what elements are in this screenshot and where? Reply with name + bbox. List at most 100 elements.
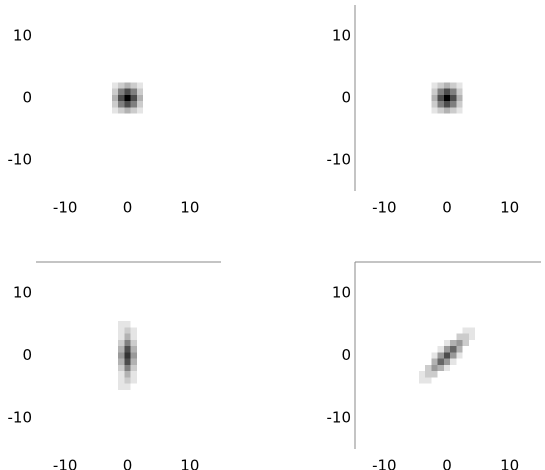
heatmap-cell bbox=[419, 89, 425, 95]
heatmap-cell bbox=[112, 365, 118, 371]
heatmap-cell bbox=[437, 358, 444, 365]
heatmap-cell bbox=[431, 384, 437, 390]
heatmap-cell bbox=[444, 377, 450, 383]
heatmap-cell bbox=[450, 321, 456, 327]
heatmap-cell bbox=[425, 107, 431, 113]
heatmap-cell bbox=[131, 64, 137, 70]
heatmap-cell bbox=[437, 346, 444, 353]
heatmap-cell bbox=[156, 327, 162, 333]
heatmap-cell bbox=[413, 101, 419, 107]
heatmap-cell bbox=[456, 327, 462, 333]
y-tick-label: -10 bbox=[327, 151, 352, 169]
heatmap-cell bbox=[469, 377, 475, 383]
heatmap-cell bbox=[431, 346, 437, 352]
heatmap-cell bbox=[444, 120, 450, 126]
heatmap-cell bbox=[156, 126, 162, 132]
heatmap-cell bbox=[444, 371, 450, 377]
heatmap-cell bbox=[469, 76, 475, 82]
heatmap-cell bbox=[413, 120, 419, 126]
heatmap-cell bbox=[456, 321, 462, 327]
heatmap-cell bbox=[431, 126, 437, 132]
heatmap-cell bbox=[124, 94, 131, 102]
heatmap-cell bbox=[143, 120, 149, 126]
heatmap-cell bbox=[156, 359, 162, 365]
heatmap-cell bbox=[136, 88, 144, 95]
heatmap-cell bbox=[438, 70, 444, 76]
heatmap-cell bbox=[156, 76, 162, 82]
heatmap-cell bbox=[425, 83, 431, 89]
heatmap-cell bbox=[130, 371, 137, 378]
heatmap-cell bbox=[112, 120, 118, 126]
x-tick-label: 10 bbox=[500, 199, 519, 217]
heatmap-cell bbox=[156, 384, 162, 390]
heatmap-cell bbox=[443, 364, 451, 372]
heatmap-cell bbox=[469, 107, 475, 113]
heatmap-cell bbox=[112, 126, 118, 132]
heatmap-cell bbox=[149, 101, 155, 107]
heatmap-cell bbox=[443, 94, 451, 102]
heatmap-cell bbox=[156, 95, 162, 101]
heatmap-cell bbox=[438, 384, 444, 390]
heatmap-cell bbox=[131, 321, 137, 327]
heatmap-cell bbox=[463, 64, 469, 70]
heatmap-cell bbox=[431, 364, 438, 372]
heatmap-cell bbox=[419, 101, 425, 107]
heatmap-cell bbox=[475, 76, 481, 82]
heatmap-cell bbox=[431, 352, 438, 359]
heatmap-cell bbox=[413, 365, 419, 371]
heatmap-cell bbox=[124, 82, 131, 89]
heatmap-cell bbox=[149, 359, 155, 365]
heatmap-cell bbox=[431, 371, 438, 378]
heatmap-cell bbox=[106, 359, 112, 365]
heatmap-cell bbox=[143, 334, 149, 340]
heatmap-cell bbox=[149, 334, 155, 340]
heatmap-cell bbox=[112, 352, 118, 358]
heatmap-cell bbox=[456, 82, 463, 89]
heatmap-cell bbox=[106, 321, 112, 327]
heatmap-cell bbox=[118, 114, 124, 120]
heatmap-cell bbox=[425, 384, 431, 390]
heatmap-cell bbox=[93, 340, 99, 346]
heatmap-cell bbox=[419, 107, 425, 113]
heatmap-cell bbox=[431, 70, 437, 76]
heatmap-cell bbox=[463, 365, 469, 371]
heatmap-cell bbox=[475, 334, 481, 340]
heatmap-cell bbox=[156, 101, 162, 107]
heatmap-cell bbox=[475, 340, 481, 346]
heatmap-cell bbox=[463, 377, 469, 383]
x-tick-label: 10 bbox=[180, 199, 199, 217]
heatmap-cell bbox=[124, 364, 131, 372]
heatmap-cell bbox=[425, 89, 431, 95]
heatmap-cell bbox=[425, 114, 431, 120]
heatmap-cell bbox=[118, 126, 124, 132]
heatmap-cell bbox=[469, 321, 475, 327]
heatmap-cell bbox=[413, 384, 419, 390]
x-tick-label: 0 bbox=[442, 199, 452, 217]
heatmap-cell bbox=[425, 371, 432, 378]
heatmap-cell bbox=[456, 101, 463, 108]
heatmap-cell bbox=[438, 64, 444, 70]
heatmap-cell bbox=[149, 126, 155, 132]
heatmap-cell bbox=[137, 321, 143, 327]
heatmap-cell bbox=[413, 83, 419, 89]
heatmap-cell bbox=[99, 334, 105, 340]
heatmap-cell bbox=[463, 120, 469, 126]
heatmap-cell bbox=[106, 120, 112, 126]
heatmap-cell bbox=[469, 70, 475, 76]
heatmap-cell bbox=[118, 371, 125, 378]
heatmap-cell bbox=[431, 76, 437, 82]
y-tick-label: 10 bbox=[13, 284, 32, 302]
heatmap-cell bbox=[124, 352, 131, 359]
heatmap-cell bbox=[419, 334, 425, 340]
heatmap-cell bbox=[431, 82, 438, 89]
heatmap-cell bbox=[112, 114, 118, 120]
heatmap-cell bbox=[413, 334, 419, 340]
heatmap-cell bbox=[112, 334, 118, 340]
heatmap-cell bbox=[137, 76, 143, 82]
heatmap-cell bbox=[136, 107, 144, 114]
heatmap-cell bbox=[143, 359, 149, 365]
y-tick-label: 10 bbox=[13, 27, 32, 45]
heatmap-cell bbox=[137, 327, 143, 333]
heatmap-cell bbox=[112, 377, 118, 383]
heatmap-cell bbox=[93, 89, 99, 95]
